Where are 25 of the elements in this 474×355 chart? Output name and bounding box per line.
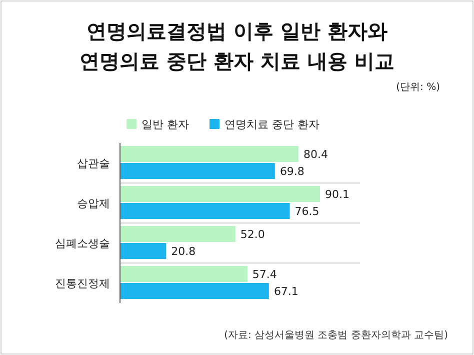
data-label: 57.4 [252, 268, 277, 281]
y-tick-label: 심폐소생술 [55, 237, 110, 250]
data-label: 52.0 [240, 228, 265, 241]
y-tick-label: 진통진정제 [55, 277, 110, 290]
bar [120, 266, 248, 282]
data-label: 69.8 [280, 165, 304, 178]
bar [120, 186, 320, 202]
data-label: 67.1 [274, 285, 298, 298]
chart-title: 연명의료결정법 이후 일반 환자와 연명의료 중단 환자 치료 내용 비교 [80, 19, 394, 73]
bar [120, 163, 275, 179]
data-label: 20.8 [171, 245, 196, 258]
y-tick-label: 승압제 [77, 197, 110, 210]
legend-label: 일반 환자 [142, 118, 189, 131]
bar [120, 283, 269, 299]
data-label: 76.5 [294, 205, 320, 218]
bar [120, 243, 166, 259]
text: (단위: %) [396, 82, 440, 93]
y-tick-label: 삽관술 [77, 157, 110, 170]
text: (자료: 삼성서울병원 조충범 중환자의학과 교수팀) [224, 330, 448, 341]
data-label: 80.4 [303, 148, 328, 161]
bar [120, 226, 236, 242]
bar [120, 203, 290, 219]
legend-label: 연명치료 중단 환자 [224, 118, 320, 131]
bar [120, 146, 298, 162]
data-label: 90.1 [325, 188, 350, 201]
